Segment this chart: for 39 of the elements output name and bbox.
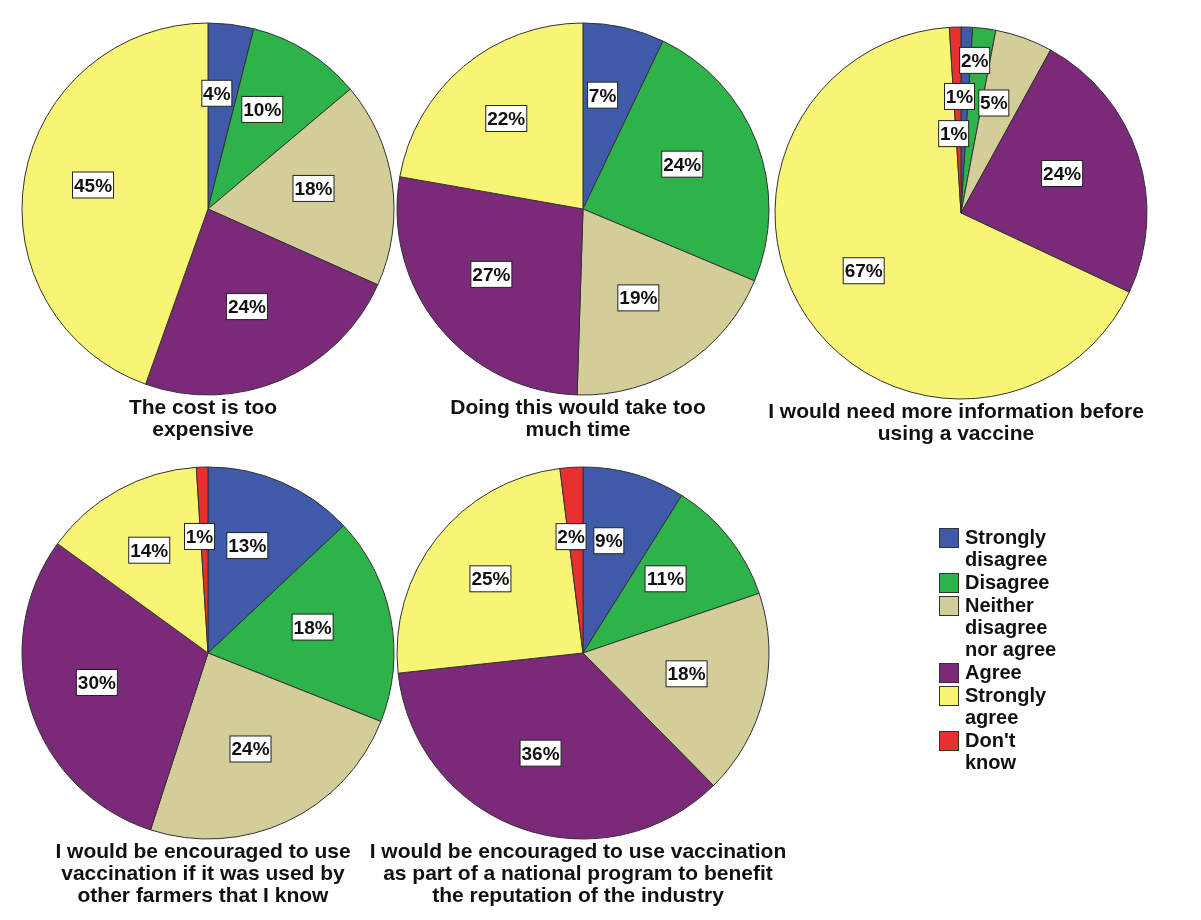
data-label: 24% xyxy=(227,296,267,318)
text: The cost is too expensive xyxy=(127,395,279,440)
legend-label: Agree xyxy=(965,661,1023,683)
data-label: 27% xyxy=(472,263,511,285)
data-label: 7% xyxy=(588,84,617,106)
data-label: 14% xyxy=(130,539,169,561)
data-label: 1% xyxy=(939,123,968,145)
legend-label: Strongly disagree xyxy=(965,526,1049,570)
text: I would be encouraged to use vaccination if it was used by other farmers that I know xyxy=(55,839,351,906)
data-label: 9% xyxy=(595,530,623,552)
data-label: 22% xyxy=(487,108,526,130)
legend-label: Strongly agree xyxy=(965,684,1048,728)
text: I would be encouraged to use vaccination as part of a national program to benefit the reputation of the industry xyxy=(368,839,788,906)
data-label: 18% xyxy=(667,663,706,685)
text: I would need more information before using a vaccine xyxy=(767,399,1145,444)
data-label: 2% xyxy=(557,526,585,548)
legend-label: Don't know xyxy=(965,729,1018,773)
data-label: 19% xyxy=(619,287,658,309)
data-label: 2% xyxy=(960,49,989,71)
data-label: 18% xyxy=(293,616,332,638)
text: Doing this would take too much time xyxy=(449,395,707,440)
data-label: 4% xyxy=(203,82,231,104)
data-label: 36% xyxy=(521,742,560,764)
data-label: 30% xyxy=(77,671,116,693)
data-label: 24% xyxy=(663,153,702,175)
data-label: 24% xyxy=(1043,163,1082,185)
legend-label: Neither disagree nor agree xyxy=(965,594,1058,660)
data-label: 11% xyxy=(647,568,685,590)
data-label: 1% xyxy=(185,525,214,547)
data-label: 24% xyxy=(231,738,270,760)
data-label: 18% xyxy=(294,177,333,199)
data-label: 13% xyxy=(228,535,267,557)
data-label: 45% xyxy=(74,174,113,196)
data-label: 67% xyxy=(844,260,883,282)
data-label: 25% xyxy=(471,568,510,590)
data-label: 10% xyxy=(243,98,282,120)
data-label: 5% xyxy=(980,92,1008,114)
data-label: 1% xyxy=(945,85,974,107)
legend-label: Disagree xyxy=(965,571,1051,593)
